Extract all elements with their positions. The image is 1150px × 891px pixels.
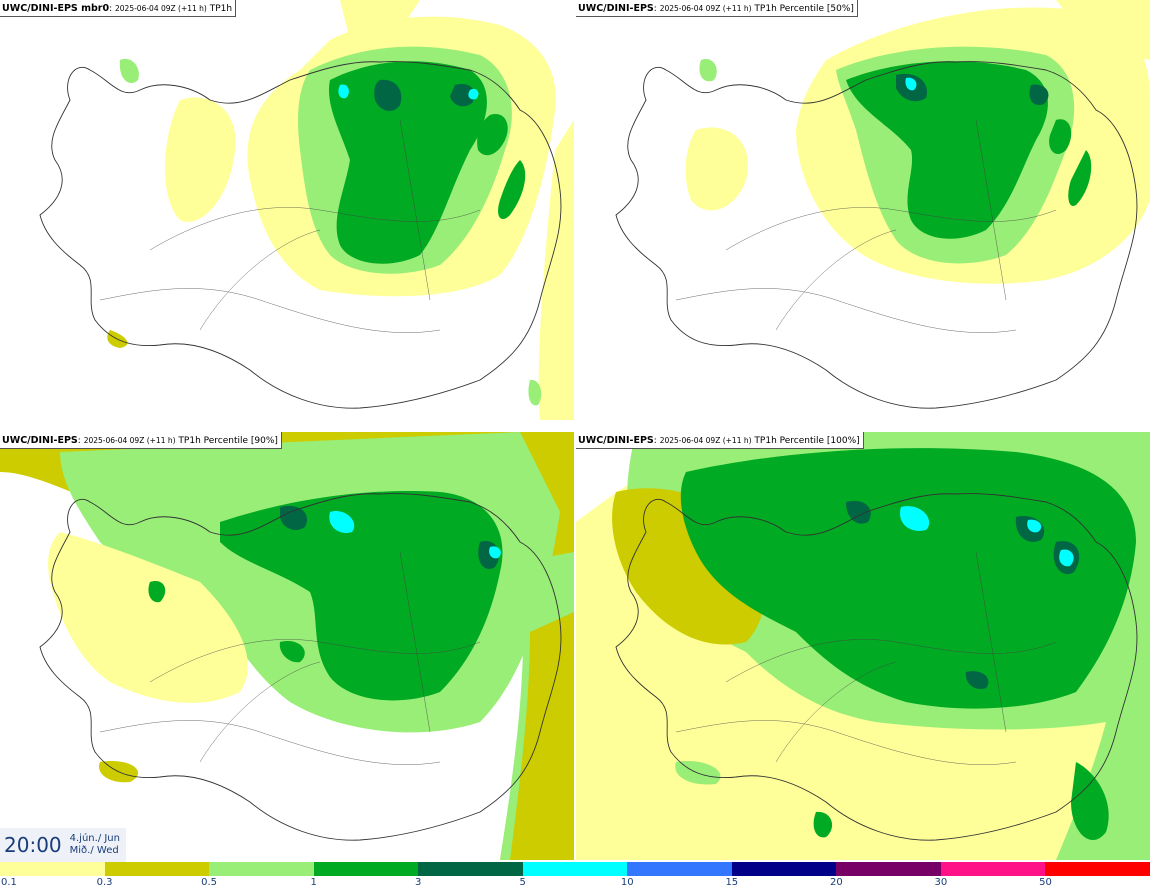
panel-title: UWC/DINI-EPS mbr0: 2025-06-04 09Z (+11 h… <box>0 0 237 17</box>
colorbar-tick-label: 0.3 <box>96 877 113 888</box>
map-panel-p50: UWC/DINI-EPS: 2025-06-04 09Z (+11 h) TP1… <box>576 0 1150 428</box>
precip-map <box>615 0 1150 409</box>
colorbar-tick-label: 15 <box>725 877 739 888</box>
colorbar-segment <box>836 862 941 876</box>
colorbar-labels: 0.1 0.3 0.5 1 3 5 10 15 20 30 50 <box>0 876 1150 891</box>
colorbar-segment <box>0 862 105 876</box>
colorbar-tick-label: 30 <box>934 877 948 888</box>
map-panel-mbr0: UWC/DINI-EPS mbr0: 2025-06-04 09Z (+11 h… <box>0 0 574 428</box>
colorbar-tick-label: 10 <box>620 877 634 888</box>
valid-date: 4.jún./ Jun Mið./ Wed <box>70 833 120 857</box>
colorbar-segment <box>522 862 628 876</box>
colorbar-segment <box>1045 862 1150 876</box>
precip-map <box>39 0 574 420</box>
colorbar-tick-label: 3 <box>414 877 422 888</box>
colorbar-segment <box>418 862 523 876</box>
valid-date-day: 4.jún./ Jun <box>69 833 120 844</box>
colorbar-tick-label: 1 <box>310 877 317 888</box>
valid-time-box: 20:00 4.jún./ Jun Mið./ Wed <box>0 828 126 862</box>
colorbar-tick-label: 0.1 <box>1 877 17 888</box>
precip-colorbar <box>0 862 1150 876</box>
precip-map <box>576 432 1150 860</box>
map-panel-p90: UWC/DINI-EPS: 2025-06-04 09Z (+11 h) TP1… <box>0 432 574 860</box>
colorbar-segment <box>313 862 419 876</box>
panel-divider <box>0 428 1150 432</box>
colorbar-tick-label: 0.5 <box>201 877 218 888</box>
panel-title: UWC/DINI-EPS: 2025-06-04 09Z (+11 h) TP1… <box>576 432 864 449</box>
colorbar-segment <box>209 862 314 876</box>
colorbar-segment <box>627 862 732 876</box>
colorbar-tick-label: 5 <box>519 877 526 888</box>
valid-date-weekday: Mið./ Wed <box>69 845 119 856</box>
colorbar-tick-label: 50 <box>1039 877 1052 888</box>
map-panel-p100: UWC/DINI-EPS: 2025-06-04 09Z (+11 h) TP1… <box>576 432 1150 860</box>
colorbar-tick-label: 20 <box>829 877 843 888</box>
colorbar-segment <box>731 862 837 876</box>
valid-hour: 20:00 <box>4 833 62 857</box>
colorbar-segment <box>104 862 210 876</box>
panel-title: UWC/DINI-EPS: 2025-06-04 09Z (+11 h) TP1… <box>576 0 858 17</box>
precip-map <box>0 432 574 860</box>
colorbar-segment <box>940 862 1046 876</box>
panel-title: UWC/DINI-EPS: 2025-06-04 09Z (+11 h) TP1… <box>0 432 282 449</box>
